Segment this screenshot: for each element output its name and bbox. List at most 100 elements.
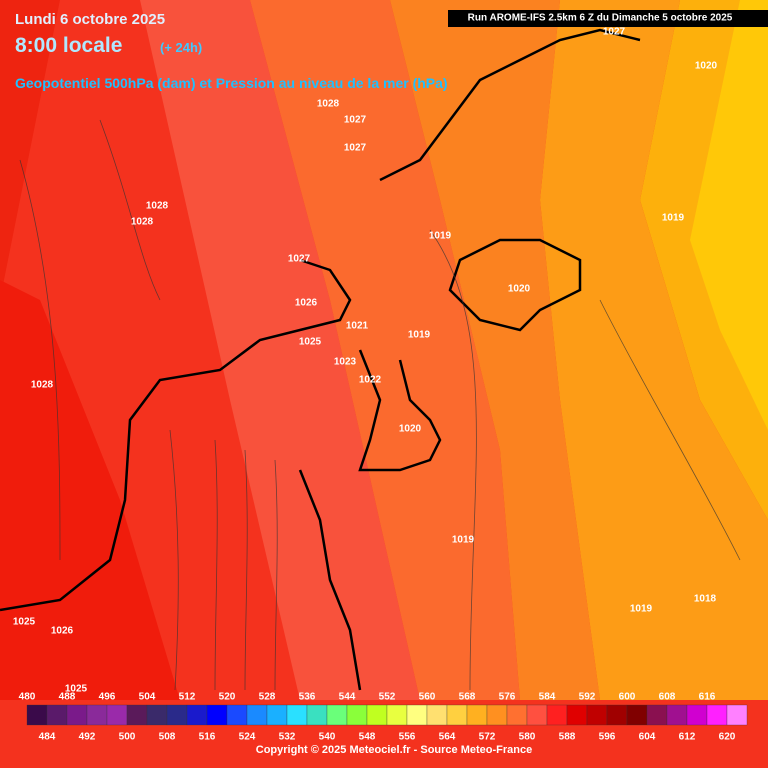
scale-swatch — [86, 704, 108, 726]
scale-label: 540 — [319, 732, 336, 743]
scale-swatch — [66, 704, 88, 726]
scale-label: 484 — [39, 732, 56, 743]
pressure-label: 1020 — [508, 284, 531, 295]
scale-label: 556 — [399, 732, 416, 743]
scale-label: 600 — [619, 692, 636, 703]
scale-label: 480 — [19, 692, 36, 703]
scale-label: 564 — [439, 732, 456, 743]
scale-swatch — [186, 704, 208, 726]
scale-swatch — [286, 704, 308, 726]
scale-label: 512 — [179, 692, 196, 703]
scale-label: 604 — [639, 732, 656, 743]
scale-label: 492 — [79, 732, 96, 743]
pressure-label: 1028 — [31, 380, 54, 391]
scale-swatch — [366, 704, 388, 726]
scale-swatch — [146, 704, 168, 726]
scale-swatch — [466, 704, 488, 726]
scale-swatch — [206, 704, 228, 726]
pressure-label: 1023 — [334, 357, 357, 368]
scale-swatch — [406, 704, 428, 726]
field-band — [250, 0, 520, 700]
field-band — [690, 0, 768, 430]
scale-swatch — [426, 704, 448, 726]
pressure-label: 1018 — [694, 594, 717, 605]
scale-swatch — [526, 704, 548, 726]
scale-swatch — [166, 704, 188, 726]
scale-swatch — [506, 704, 528, 726]
scale-swatch — [446, 704, 468, 726]
color-scale: 480 488 496 504 512 520 528 536 544 552 560 568 576 5… — [19, 692, 748, 743]
scale-label: 572 — [479, 732, 496, 743]
pressure-label: 1025 — [65, 684, 88, 695]
pressure-label: 1028 — [317, 99, 340, 110]
scale-label: 488 — [59, 692, 76, 703]
scale-label: 532 — [279, 732, 296, 743]
scale-swatch — [666, 704, 688, 726]
pressure-label: 1019 — [429, 231, 452, 242]
scale-label: 596 — [599, 732, 616, 743]
scale-label: 508 — [159, 732, 176, 743]
time: 8:00 locale — [15, 34, 122, 57]
field-band — [0, 0, 60, 300]
pressure-label: 1021 — [346, 321, 369, 332]
scale-label: 612 — [679, 732, 696, 743]
scale-swatch — [486, 704, 508, 726]
pressure-label: 1019 — [408, 330, 431, 341]
pressure-labels: 1027 1020 1028 1027 1027 1028 1028 1019 1019 1027… — [13, 27, 718, 695]
pressure-label: 1026 — [295, 298, 318, 309]
scale-label: 616 — [699, 692, 716, 703]
pressure-label: 1027 — [344, 143, 367, 154]
lead-time: (+ 24h) — [160, 40, 202, 55]
field-band — [0, 280, 180, 700]
scale-label: 576 — [499, 692, 516, 703]
scale-label: 544 — [339, 692, 356, 703]
scale-swatch — [586, 704, 608, 726]
scale-swatch — [246, 704, 268, 726]
scale-label: 592 — [579, 692, 596, 703]
pressure-label: 1019 — [452, 535, 475, 546]
coastlines — [0, 28, 641, 691]
pressure-label: 1028 — [146, 201, 169, 212]
scale-swatch — [626, 704, 648, 726]
pressure-label: 1028 — [131, 217, 154, 228]
pressure-label: 1020 — [695, 61, 718, 72]
run-box — [448, 10, 768, 27]
scale-swatch — [306, 704, 328, 726]
pressure-label: 1025 — [13, 617, 36, 628]
isobars — [19, 119, 741, 691]
field-band — [140, 0, 420, 700]
date: Lundi 6 octobre 2025 — [15, 11, 165, 28]
scale-label: 500 — [119, 732, 136, 743]
scale-label: 516 — [199, 732, 216, 743]
scale-swatch — [26, 704, 48, 726]
pressure-label: 1026 — [51, 626, 74, 637]
scale-swatch — [706, 704, 728, 726]
scale-swatch — [606, 704, 628, 726]
pressure-label: 1027 — [344, 115, 367, 126]
field-band — [390, 0, 600, 700]
run-info: Run AROME-IFS 2.5km 6 Z du Dimanche 5 oc… — [468, 13, 733, 24]
scale-swatch — [46, 704, 68, 726]
scale-swatch — [686, 704, 708, 726]
pressure-label: 1019 — [630, 604, 653, 615]
scale-swatch — [126, 704, 148, 726]
pressure-label: 1019 — [662, 213, 685, 224]
scale-swatch — [386, 704, 408, 726]
scale-swatch — [326, 704, 348, 726]
scale-label: 504 — [139, 692, 156, 703]
scale-label: 608 — [659, 692, 676, 703]
scale-label: 536 — [299, 692, 316, 703]
pressure-label: 1022 — [359, 375, 382, 386]
pressure-label: 1025 — [299, 337, 322, 348]
scale-swatch — [106, 704, 128, 726]
scale-swatch — [546, 704, 568, 726]
subtitle: Geopotentiel 500hPa (dam) et Pression au… — [15, 75, 448, 91]
scale-label: 560 — [419, 692, 436, 703]
scale-label: 528 — [259, 692, 276, 703]
scale-swatch — [726, 704, 748, 726]
scale-label: 580 — [519, 732, 536, 743]
pressure-label: 1020 — [399, 424, 422, 435]
footer: Copyright © 2025 Meteociel.fr - Source M… — [256, 744, 532, 756]
scale-label: 568 — [459, 692, 476, 703]
